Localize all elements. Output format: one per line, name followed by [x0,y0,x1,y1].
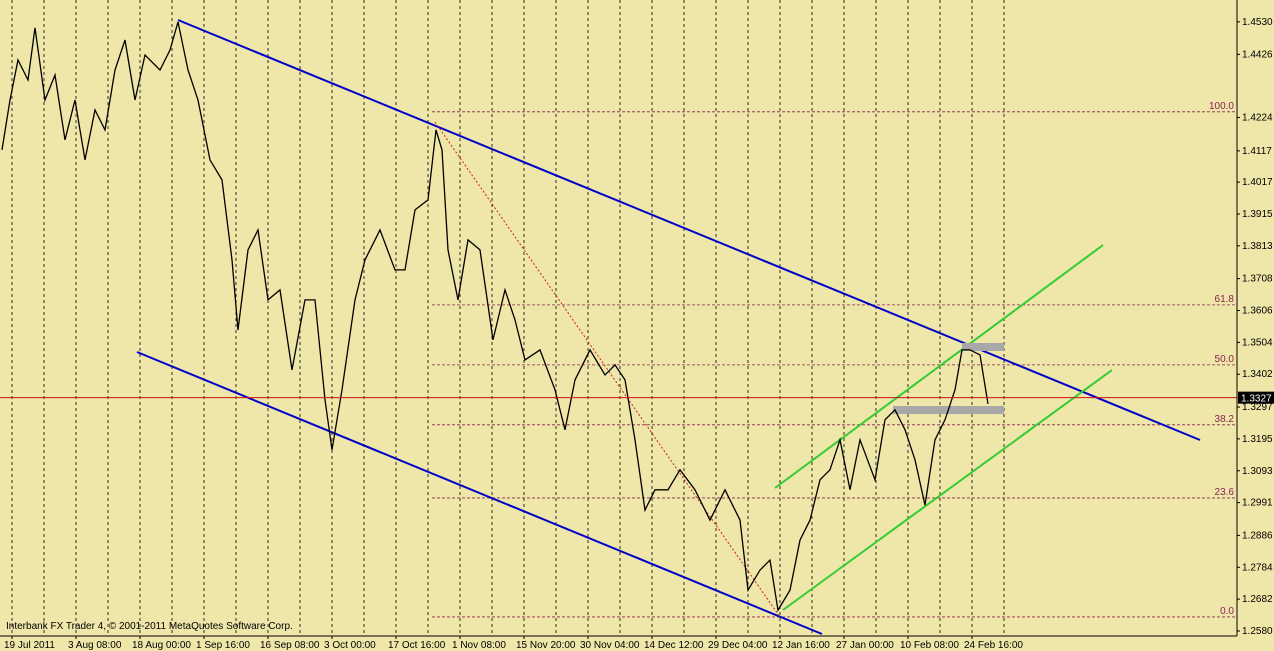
y-tick-label: 1.4426 [1242,49,1273,60]
fibo-baseline [434,121,781,618]
x-tick-label: 29 Dec 04:00 [708,640,768,651]
y-tick-label: 1.2682 [1242,594,1273,605]
y-tick-label: 1.2886 [1242,530,1273,541]
price-line [1,21,989,612]
x-tick-label: 10 Feb 08:00 [900,640,959,651]
y-tick-label: 1.3708 [1242,274,1273,285]
y-tick-label: 1.3606 [1242,306,1273,317]
y-tick-label: 1.4530 [1242,17,1273,28]
x-tick-label: 3 Oct 00:00 [324,640,376,651]
zone [962,343,1004,351]
y-tick-label: 1.3504 [1242,337,1273,348]
y-tick-label: 1.2580 [1242,626,1273,637]
fibo-label: 23.6 [1215,487,1235,498]
current-price-label: 1.3327 [1241,394,1272,405]
x-tick-label: 12 Jan 16:00 [772,640,830,651]
y-tick-label: 1.3297 [1242,402,1273,413]
current-price-box [1238,391,1274,404]
data-layer [0,21,1237,612]
y-tick-label: 1.3093 [1242,466,1273,477]
footer: Interbank FX Trader 4, © 2001-2011 MetaQ… [6,621,293,632]
x-tick-label: 30 Nov 04:00 [580,640,640,651]
fibo-label: 50.0 [1215,354,1235,365]
x-tick-label: 19 Jul 2011 [4,640,55,651]
channel-lower [136,351,823,635]
green-channel-lower [782,369,1113,611]
x-tick-label: 1 Sep 16:00 [196,640,250,651]
y-tick-label: 1.3915 [1242,209,1273,220]
x-tick-label: 3 Aug 08:00 [68,640,122,651]
y-tick-label: 1.3813 [1242,241,1273,252]
y-tick-label: 1.4017 [1242,177,1273,188]
x-tick-label: 17 Oct 16:00 [388,640,446,651]
x-tick-label: 14 Dec 12:00 [644,640,704,651]
grid [11,0,1237,636]
y-tick-label: 1.2991 [1242,498,1273,509]
x-tick-label: 15 Nov 20:00 [516,640,576,651]
fibo-label: 100.0 [1209,101,1234,112]
y-tick-label: 1.4224 [1242,112,1273,123]
x-tick-label: 24 Feb 16:00 [964,640,1023,651]
fibo-label: 38.2 [1215,414,1235,425]
fibo-label: 61.8 [1215,294,1235,305]
x-tick-label: 16 Sep 08:00 [260,640,320,651]
green-channel-upper [774,244,1104,489]
fibo-label: 0.0 [1220,606,1234,617]
x-tick-label: 1 Nov 08:00 [452,640,506,651]
y-tick-label: 1.3195 [1242,434,1273,445]
channel-upper [177,19,1201,441]
y-tick-label: 1.2784 [1242,562,1273,573]
x-tick-label: 18 Aug 00:00 [132,640,191,651]
x-tick-label: 27 Jan 00:00 [836,640,894,651]
y-tick-label: 1.3402 [1242,369,1273,380]
y-tick-label: 1.4117 [1242,146,1272,157]
